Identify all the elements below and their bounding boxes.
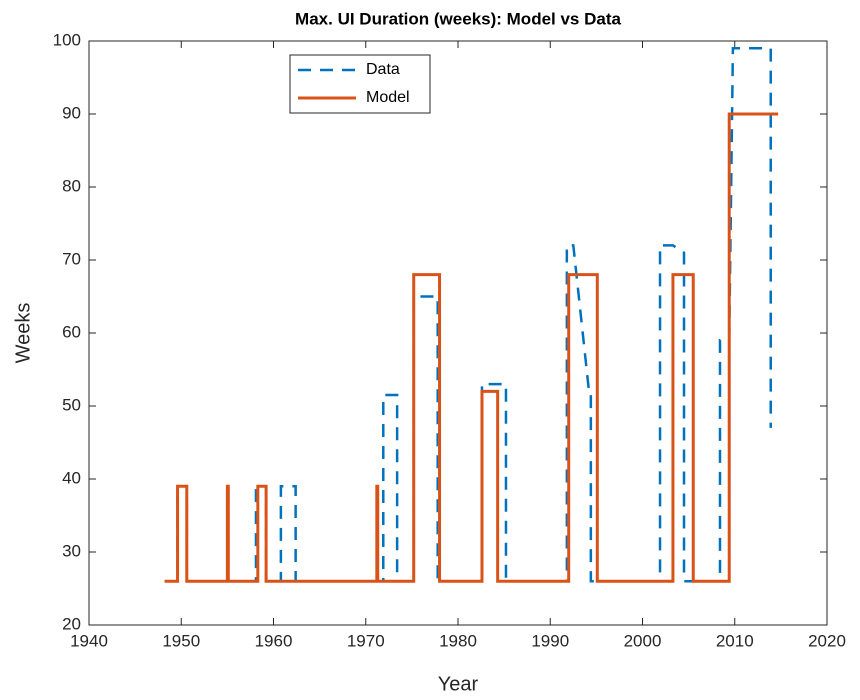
x-axis-label: Year [438,673,479,695]
y-tick-label: 70 [62,249,81,268]
x-tick-label: 1970 [347,631,385,650]
x-tick-label: 2000 [624,631,662,650]
x-tick-label: 2020 [808,631,846,650]
legend-label: Data [366,61,400,78]
y-tick-label: 90 [62,103,81,122]
legend-box [289,54,431,114]
y-axis-label: Weeks [12,303,34,364]
y-tick-label: 60 [62,322,81,341]
x-tick-label: 1960 [255,631,293,650]
series-line [164,112,779,583]
axes-box [88,40,828,626]
legend-label: Model [366,89,410,106]
chart-title: Max. UI Duration (weeks): Model vs Data [295,9,621,28]
series-line [164,47,772,583]
plot-area [89,41,827,625]
y-tick-label: 80 [62,176,81,195]
y-tick-label: 50 [62,395,81,414]
x-tick-label: 1990 [531,631,569,650]
x-tick-label: 1950 [162,631,200,650]
x-tick-label: 1940 [70,631,108,650]
x-tick-label: 1980 [439,631,477,650]
y-tick-label: 30 [62,541,81,560]
y-tick-label: 100 [53,30,81,49]
y-tick-label: 20 [62,614,81,633]
y-tick-label: 40 [62,468,81,487]
x-tick-label: 2010 [716,631,754,650]
